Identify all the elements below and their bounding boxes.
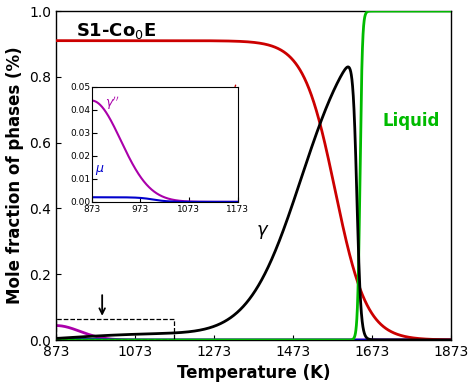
Text: $\gamma'$: $\gamma'$	[220, 83, 237, 106]
Text: Liquid: Liquid	[383, 112, 440, 130]
X-axis label: Temperature (K): Temperature (K)	[177, 364, 330, 383]
Text: $\gamma$: $\gamma$	[256, 223, 270, 241]
Text: S1-Co$_0$E: S1-Co$_0$E	[76, 21, 156, 41]
Y-axis label: Mole fraction of phases (%): Mole fraction of phases (%)	[6, 47, 24, 304]
